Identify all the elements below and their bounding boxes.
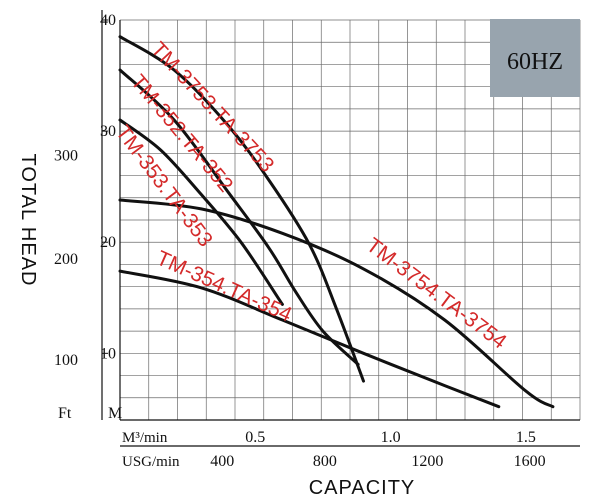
curve-labels: TM-3753.TA-3753 TM-352.TA-352 TM-353.TA-… [111,38,511,354]
y-tick-primary: 40 [100,12,116,29]
badge: 60HZ [490,19,580,97]
badge-box [490,19,580,97]
grid [120,19,581,420]
tick-labels: 10 20 30 40 100 200 300 0.5 1.0 1.5 400 800 1200 1600 [54,12,580,470]
y-tick-primary: 20 [100,234,116,251]
curve-series-4 [118,269,501,409]
x-tick-secondary: 1200 [411,453,443,470]
curve-series-2 [118,118,284,306]
y-tick-secondary: 300 [54,148,78,165]
y-tick-secondary: 200 [54,251,78,268]
curve-series-0 [118,35,365,383]
x-axis-title: CAPACITY [309,477,416,499]
curves [118,35,555,409]
x-tick-primary: 1.0 [381,429,401,446]
x-unit-primary: M³/min [122,430,168,446]
y-tick-secondary: 100 [54,352,78,369]
curve-series-1 [118,68,360,366]
x-tick-primary: 1.5 [516,429,536,446]
curve-series-3 [118,198,555,409]
badge-text: 60HZ [507,49,563,75]
x-tick-primary: 0.5 [245,429,265,446]
x-unit-secondary: USG/min [122,454,180,470]
y-unit-secondary: Ft [58,405,72,422]
y-axis-title: TOTAL HEAD [17,154,39,287]
x-tick-secondary: 400 [210,453,234,470]
y-tick-primary: 10 [100,345,116,362]
x-tick-secondary: 1600 [514,453,546,470]
y-tick-primary: 30 [100,123,116,140]
x-tick-secondary: 800 [313,453,337,470]
y-unit-primary: M [108,405,122,422]
